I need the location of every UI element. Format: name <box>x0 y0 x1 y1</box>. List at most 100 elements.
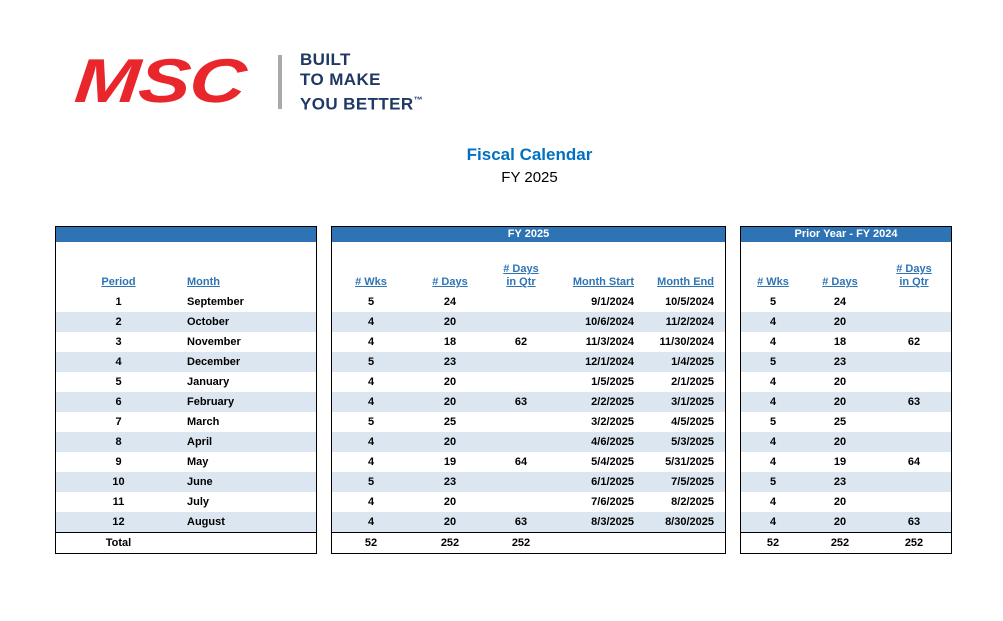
cell-start: 9/1/2024 <box>591 296 634 308</box>
brand-tagline: BUILT TO MAKE YOU BETTER™ <box>300 50 423 115</box>
table-row: 4 19 64 5/4/2025 5/31/2025 <box>332 452 725 472</box>
total-wks: 52 <box>364 537 378 549</box>
cell-month: April <box>187 436 213 448</box>
cell-wks: 4 <box>367 316 375 328</box>
table-row: 5 January <box>56 372 316 392</box>
total-prior-days-in-qtr: 252 <box>904 537 924 549</box>
cell-month: September <box>187 296 244 308</box>
column-header-row: # Wks # Days # Days in Qtr Month Start M… <box>332 242 725 292</box>
cell-days: 24 <box>443 296 457 308</box>
cell-p_wks: 4 <box>769 516 777 528</box>
cell-qtr <box>490 432 552 452</box>
cell-month: July <box>187 496 210 508</box>
column-header-month-start: Month Start <box>572 276 634 288</box>
table-row: 5 24 9/1/2024 10/5/2024 <box>332 292 725 312</box>
period-month-table: Period Month 1 September 2 October 3 November… <box>55 226 317 554</box>
cell-p_wks: 4 <box>769 316 777 328</box>
header-bar-left <box>56 227 316 242</box>
header-bar-fy2025: FY 2025 <box>332 227 725 242</box>
cell-month: June <box>187 476 213 488</box>
total-row: 52 252 252 <box>741 532 951 553</box>
cell-p_qtr <box>875 312 953 332</box>
table-row: 5 23 <box>741 352 951 372</box>
cell-period: 7 <box>115 416 122 428</box>
cell-qtr: 63 <box>514 396 528 408</box>
empty-cell <box>644 533 727 553</box>
column-header-row: # Wks # Days # Days in Qtr <box>741 242 951 292</box>
title-block: Fiscal Calendar FY 2025 <box>0 144 1003 188</box>
cell-qtr <box>490 312 552 332</box>
column-header-days-in-qtr: # Days in Qtr <box>503 263 539 288</box>
cell-month: August <box>187 516 225 528</box>
column-header-month-end: Month End <box>657 276 714 288</box>
cell-p_qtr <box>875 492 953 512</box>
cell-start: 8/3/2025 <box>591 516 634 528</box>
cell-wks: 5 <box>367 416 375 428</box>
table-body: 5 24 4 20 4 18 62 5 23 4 20 4 20 63 5 25 4 20 4 19 64 5 23 4 20 4… <box>741 292 951 532</box>
table-row: 4 19 64 <box>741 452 951 472</box>
cell-p_wks: 4 <box>769 456 777 468</box>
cell-p_days: 18 <box>833 336 847 348</box>
cell-month: February <box>187 396 235 408</box>
cell-p_qtr <box>875 412 953 432</box>
cell-p_qtr <box>875 352 953 372</box>
cell-end: 11/2/2024 <box>665 316 714 328</box>
tagline-line-2: TO MAKE <box>300 69 381 89</box>
table-row: 5 23 12/1/2024 1/4/2025 <box>332 352 725 372</box>
page-subtitle: FY 2025 <box>501 169 558 186</box>
cell-start: 2/2/2025 <box>591 396 634 408</box>
calendar-tables: Period Month 1 September 2 October 3 November… <box>55 226 1003 554</box>
cell-days: 25 <box>443 416 457 428</box>
header-bar-prior-year: Prior Year - FY 2024 <box>741 227 951 242</box>
cell-p_days: 24 <box>833 296 847 308</box>
cell-period: 11 <box>112 496 125 508</box>
table-row: 5 24 <box>741 292 951 312</box>
table-row: 5 25 <box>741 412 951 432</box>
table-row: 5 23 6/1/2025 7/5/2025 <box>332 472 725 492</box>
cell-end: 8/2/2025 <box>671 496 714 508</box>
table-row: 4 18 62 <box>741 332 951 352</box>
table-row: 6 February <box>56 392 316 412</box>
cell-month: December <box>187 356 241 368</box>
cell-period: 1 <box>115 296 122 308</box>
cell-p_days: 25 <box>833 416 847 428</box>
cell-days: 20 <box>443 516 457 528</box>
cell-p_wks: 4 <box>769 376 777 388</box>
cell-period: 4 <box>115 356 122 368</box>
cell-end: 2/1/2025 <box>671 376 714 388</box>
cell-days: 20 <box>443 396 457 408</box>
empty-cell <box>181 533 316 553</box>
cell-month: January <box>187 376 230 388</box>
cell-qtr <box>490 372 552 392</box>
cell-period: 2 <box>115 316 122 328</box>
cell-p_wks: 5 <box>769 296 777 308</box>
table-row: 3 November <box>56 332 316 352</box>
cell-start: 4/6/2025 <box>591 436 634 448</box>
brand-header: MSC BUILT TO MAKE YOU BETTER™ <box>72 47 1003 116</box>
table-row: 4 20 63 <box>741 392 951 412</box>
column-header-period: Period <box>101 276 136 288</box>
cell-period: 3 <box>115 336 122 348</box>
table-row: 4 20 <box>741 312 951 332</box>
cell-start: 11/3/2024 <box>585 336 634 348</box>
total-row: 52 252 252 <box>332 532 725 553</box>
table-row: 4 20 1/5/2025 2/1/2025 <box>332 372 725 392</box>
cell-wks: 4 <box>367 336 375 348</box>
column-header-month: Month <box>187 276 220 288</box>
cell-end: 10/5/2024 <box>665 296 714 308</box>
cell-p_qtr <box>875 472 953 492</box>
total-label: Total <box>105 537 132 549</box>
cell-p_wks: 4 <box>769 396 777 408</box>
cell-days: 23 <box>443 476 457 488</box>
table-row: 4 December <box>56 352 316 372</box>
page-title: Fiscal Calendar <box>466 145 593 164</box>
cell-month: May <box>187 456 209 468</box>
cell-period: 10 <box>112 476 125 488</box>
cell-p_days: 20 <box>833 376 847 388</box>
cell-end: 11/30/2024 <box>659 336 714 348</box>
cell-qtr <box>490 292 552 312</box>
cell-end: 5/3/2025 <box>671 436 714 448</box>
cell-p_qtr: 64 <box>907 456 921 468</box>
cell-period: 5 <box>115 376 122 388</box>
